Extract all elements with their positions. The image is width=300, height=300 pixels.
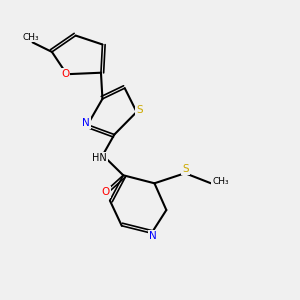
Text: S: S [182, 164, 189, 174]
Text: S: S [136, 106, 143, 116]
Text: O: O [61, 69, 69, 79]
Text: CH₃: CH₃ [23, 33, 39, 42]
Text: HN: HN [92, 153, 107, 163]
Text: N: N [82, 118, 90, 128]
Text: CH₃: CH₃ [212, 177, 229, 186]
Text: O: O [101, 187, 110, 196]
Text: N: N [149, 231, 157, 241]
